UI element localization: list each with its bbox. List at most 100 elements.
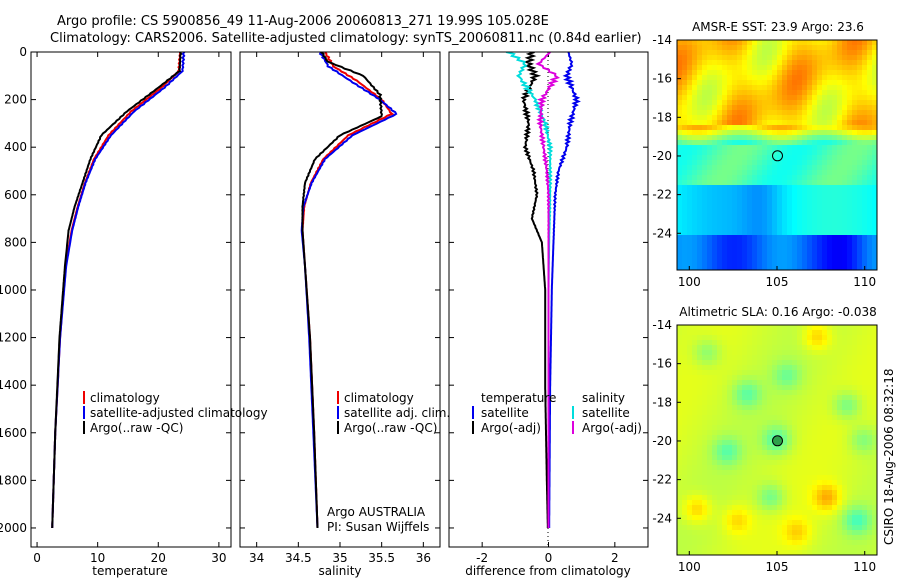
- heatmap-cell: [857, 240, 863, 246]
- heatmap-cell: [787, 400, 793, 406]
- heatmap-cell: [727, 265, 733, 271]
- heatmap-cell: [807, 155, 813, 161]
- heatmap-cell: [807, 340, 813, 346]
- heatmap-cell: [737, 225, 743, 231]
- heatmap-cell: [802, 410, 808, 416]
- heatmap-cell: [817, 475, 823, 481]
- heatmap-cell: [742, 545, 748, 551]
- heatmap-cell: [677, 545, 683, 551]
- heatmap-cell: [807, 240, 813, 246]
- heatmap-cell: [727, 455, 733, 461]
- heatmap-cell: [727, 135, 733, 141]
- heatmap-cell: [692, 200, 698, 206]
- heatmap-cell: [842, 230, 848, 236]
- heatmap-cell: [862, 375, 868, 381]
- heatmap-cell: [842, 415, 848, 421]
- heatmap-cell: [767, 225, 773, 231]
- heatmap-cell: [827, 205, 833, 211]
- heatmap-cell: [757, 175, 763, 181]
- heatmap-cell: [707, 370, 713, 376]
- heatmap-cell: [782, 480, 788, 486]
- heatmap-cell: [812, 265, 818, 271]
- heatmap-cell: [742, 250, 748, 256]
- heatmap-cell: [797, 155, 803, 161]
- heatmap-cell: [722, 465, 728, 471]
- heatmap-cell: [717, 370, 723, 376]
- heatmap-cell: [782, 355, 788, 361]
- heatmap-cell: [697, 410, 703, 416]
- heatmap-cell: [747, 425, 753, 431]
- heatmap-cell: [777, 255, 783, 261]
- heatmap-cell: [862, 50, 868, 56]
- heatmap-cell: [717, 115, 723, 121]
- heatmap-cell: [797, 240, 803, 246]
- heatmap-cell: [832, 160, 838, 166]
- heatmap-cell: [862, 330, 868, 336]
- heatmap-cell: [707, 90, 713, 96]
- heatmap-cell: [762, 495, 768, 501]
- heatmap-cell: [797, 505, 803, 511]
- heatmap-cell: [832, 450, 838, 456]
- heatmap-cell: [837, 540, 843, 546]
- heatmap-cell: [827, 440, 833, 446]
- heatmap-cell: [837, 210, 843, 216]
- heatmap-cell: [682, 250, 688, 256]
- heatmap-cell: [822, 510, 828, 516]
- heatmap-cell: [842, 525, 848, 531]
- heatmap-cell: [787, 435, 793, 441]
- heatmap-cell: [747, 475, 753, 481]
- heatmap-cell: [812, 155, 818, 161]
- heatmap-cell: [837, 350, 843, 356]
- heatmap-cell: [677, 145, 683, 151]
- heatmap-cell: [797, 535, 803, 541]
- heatmap-cell: [827, 125, 833, 131]
- heatmap-cell: [732, 125, 738, 131]
- heatmap-cell: [777, 465, 783, 471]
- heatmap-cell: [812, 480, 818, 486]
- heatmap-cell: [692, 545, 698, 551]
- heatmap-cell: [812, 115, 818, 121]
- heatmap-cell: [767, 340, 773, 346]
- x-tick-label: 34: [249, 551, 264, 565]
- heatmap-cell: [867, 550, 873, 556]
- heatmap-cell: [807, 40, 813, 46]
- heatmap-cell: [747, 130, 753, 136]
- heatmap-cell: [837, 220, 843, 226]
- heatmap-cell: [862, 495, 868, 501]
- heatmap-cell: [827, 250, 833, 256]
- heatmap-cell: [682, 430, 688, 436]
- heatmap-cell: [832, 410, 838, 416]
- heatmap-cell: [827, 525, 833, 531]
- heatmap-cell: [777, 480, 783, 486]
- heatmap-cell: [762, 535, 768, 541]
- heatmap-cell: [792, 440, 798, 446]
- heatmap-cell: [792, 245, 798, 251]
- heatmap-cell: [857, 135, 863, 141]
- heatmap-cell: [797, 40, 803, 46]
- heatmap-cell: [747, 40, 753, 46]
- salinity-series: [300, 52, 398, 529]
- heatmap-cell: [682, 350, 688, 356]
- heatmap-cell: [797, 65, 803, 71]
- heatmap-cell: [797, 460, 803, 466]
- heatmap-cell: [827, 510, 833, 516]
- heatmap-cell: [687, 130, 693, 136]
- heatmap-cell: [807, 250, 813, 256]
- heatmap-cell: [767, 80, 773, 86]
- heatmap-cell: [812, 65, 818, 71]
- heatmap-cell: [707, 105, 713, 111]
- heatmap-cell: [682, 215, 688, 221]
- heatmap-cell: [722, 460, 728, 466]
- heatmap-cell: [677, 465, 683, 471]
- heatmap-cell: [802, 485, 808, 491]
- heatmap-cell: [787, 335, 793, 341]
- heatmap-cell: [802, 210, 808, 216]
- heatmap-cell: [747, 440, 753, 446]
- heatmap-cell: [822, 330, 828, 336]
- heatmap-cell: [812, 80, 818, 86]
- heatmap-cell: [862, 150, 868, 156]
- heatmap-cell: [757, 130, 763, 136]
- heatmap-cell: [867, 410, 873, 416]
- heatmap-cell: [827, 265, 833, 271]
- heatmap-cell: [737, 325, 743, 331]
